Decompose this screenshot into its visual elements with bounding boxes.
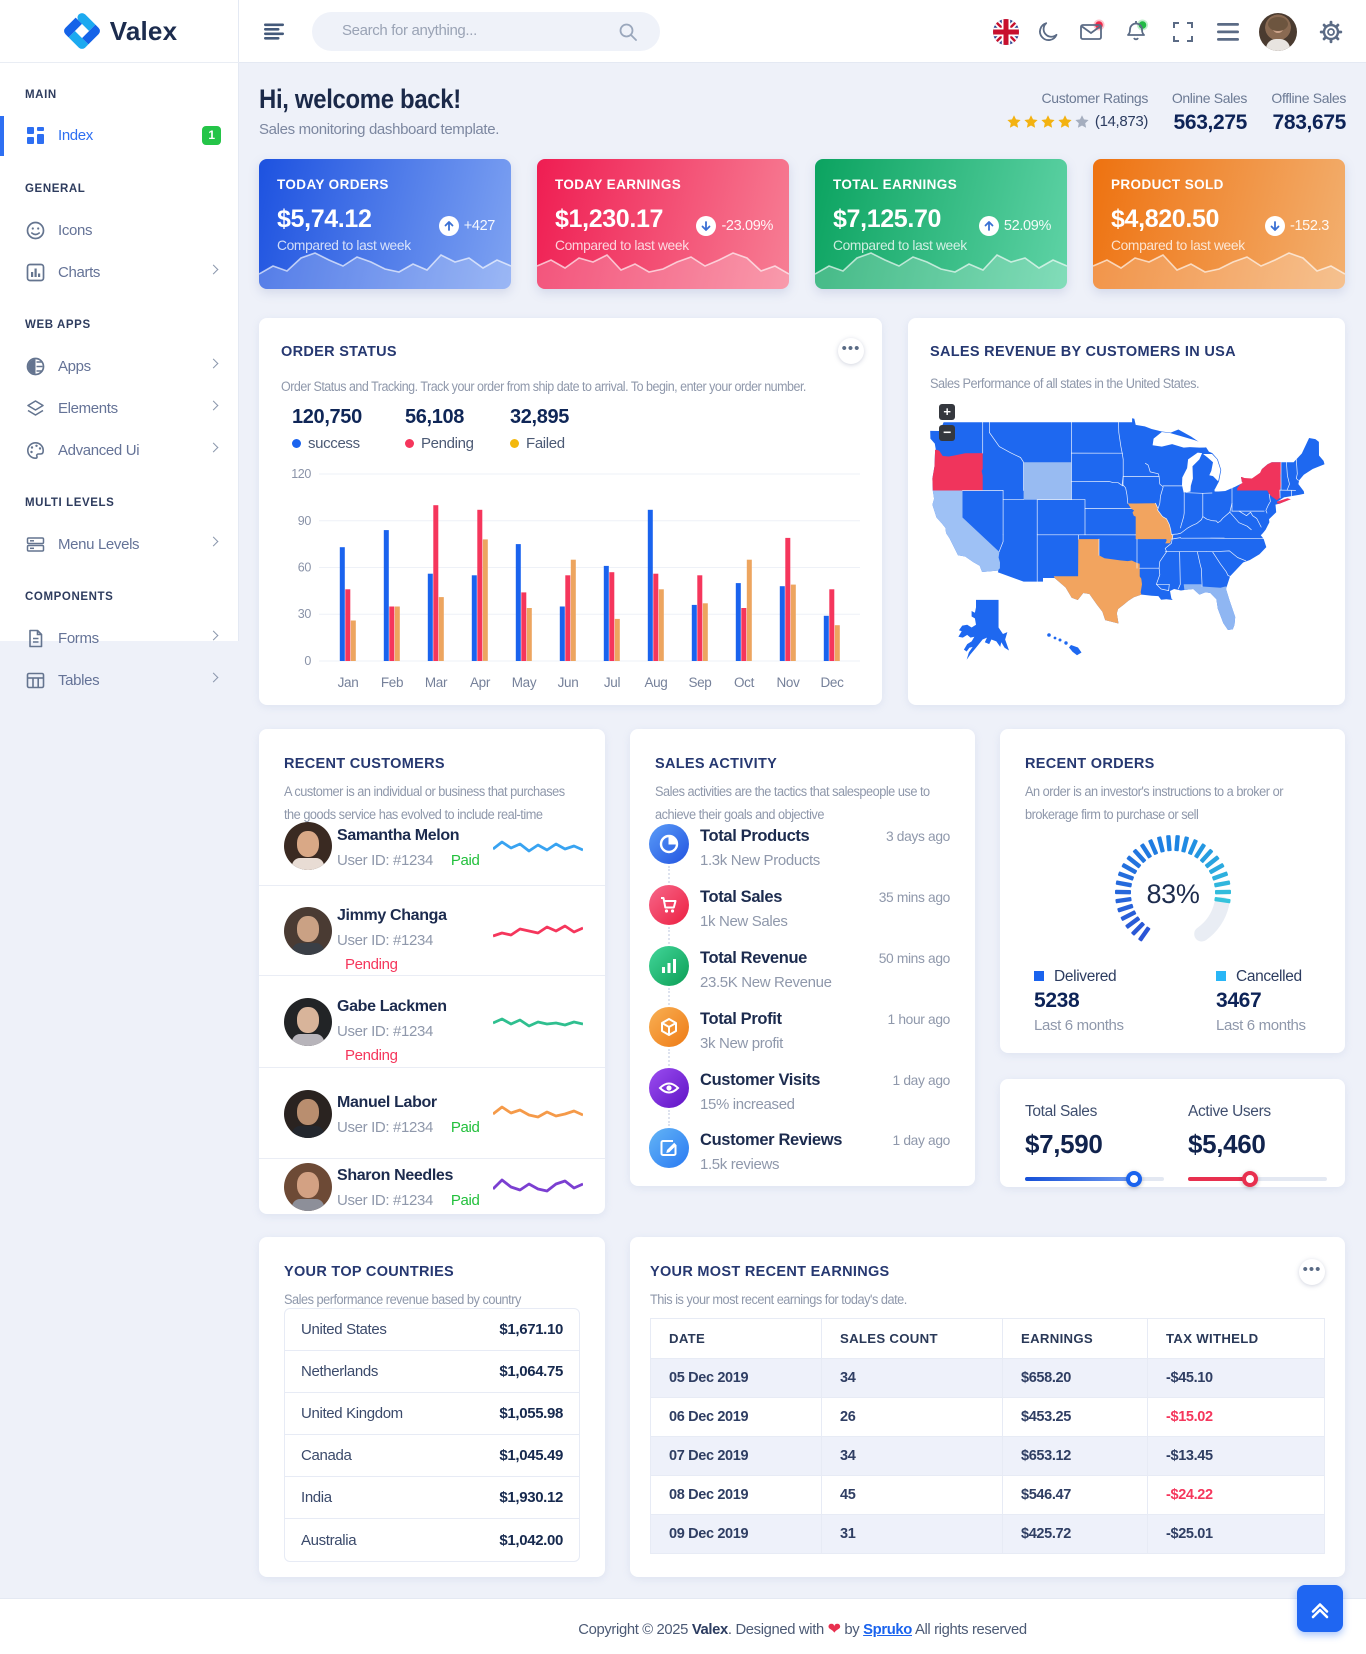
svg-text:Aug: Aug: [645, 675, 668, 690]
svg-text:Apr: Apr: [470, 675, 491, 690]
svg-text:83%: 83%: [1147, 879, 1200, 909]
svg-text:Feb: Feb: [381, 675, 403, 690]
svg-text:Oct: Oct: [734, 675, 755, 690]
svg-text:90: 90: [298, 514, 312, 528]
svg-text:Nov: Nov: [777, 675, 801, 690]
svg-text:Jun: Jun: [558, 675, 579, 690]
svg-text:Mar: Mar: [425, 675, 448, 690]
svg-text:30: 30: [298, 607, 312, 621]
svg-text:Dec: Dec: [821, 675, 845, 690]
svg-text:Jan: Jan: [338, 675, 359, 690]
svg-text:Jul: Jul: [604, 675, 621, 690]
svg-text:60: 60: [298, 561, 312, 575]
svg-text:May: May: [512, 675, 537, 690]
svg-text:120: 120: [291, 467, 311, 481]
svg-text:Sep: Sep: [689, 675, 712, 690]
svg-text:0: 0: [304, 654, 311, 668]
